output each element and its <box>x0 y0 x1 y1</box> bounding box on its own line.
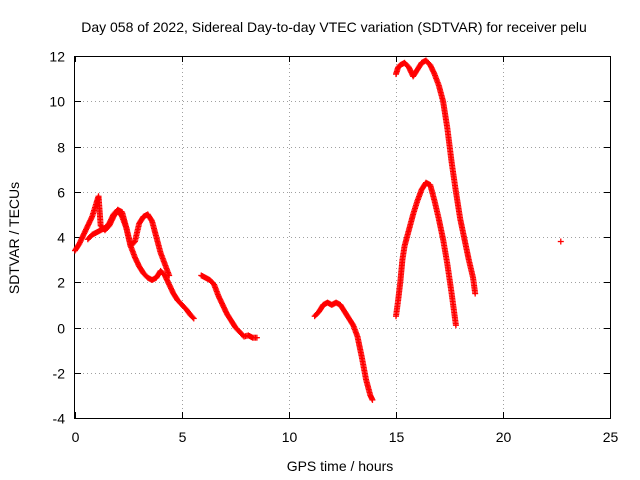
data-point <box>557 238 564 245</box>
y-tick-label: 8 <box>57 140 65 156</box>
y-tick-label: -2 <box>53 366 66 382</box>
data-point <box>452 322 459 329</box>
plot-frame <box>74 56 611 419</box>
y-axis-title: SDTVAR / TECUs <box>6 182 22 294</box>
x-axis-title: GPS time / hours <box>287 458 394 474</box>
data-point <box>369 396 376 403</box>
x-tick-label: 5 <box>179 429 187 445</box>
y-tick-label: 12 <box>49 49 65 65</box>
data-point <box>190 315 197 322</box>
chart-title: Day 058 of 2022, Sidereal Day-to-day VTE… <box>81 19 587 35</box>
x-tick-label: 25 <box>603 429 619 445</box>
data-point <box>166 272 173 279</box>
data-point <box>253 334 260 341</box>
y-tick-label: 2 <box>57 275 65 291</box>
y-tick-label: 0 <box>57 321 65 337</box>
x-tick-label: 0 <box>72 429 80 445</box>
grid <box>75 56 610 418</box>
y-tick-label: 4 <box>57 230 65 246</box>
data-points <box>72 57 564 403</box>
x-tick-label: 15 <box>389 429 405 445</box>
x-tick-label: 20 <box>496 429 512 445</box>
data-point <box>472 290 479 297</box>
axis-ticks: 0 5 10 15 20 25 -4 -2 0 2 4 6 8 10 12 <box>49 49 618 446</box>
x-tick-label: 10 <box>282 429 298 445</box>
data-point <box>189 314 196 321</box>
y-tick-label: 10 <box>49 94 65 110</box>
y-tick-label: 6 <box>57 185 65 201</box>
y-tick-label: -4 <box>53 411 66 427</box>
